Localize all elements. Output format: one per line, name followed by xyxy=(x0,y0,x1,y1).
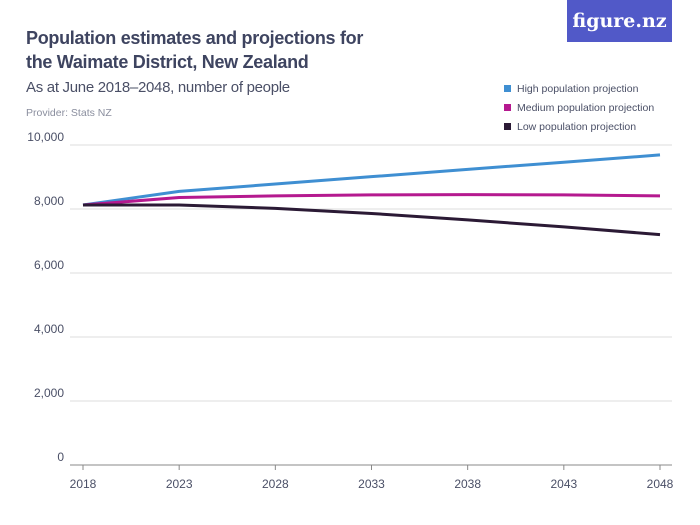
x-tick-label: 2023 xyxy=(166,477,193,491)
legend-item-low: Low population projection xyxy=(504,117,654,136)
legend-swatch xyxy=(504,104,511,111)
chart-title: Population estimates and projections for… xyxy=(26,28,364,72)
legend-label: Medium population projection xyxy=(517,101,655,114)
x-tick-label: 2043 xyxy=(550,477,577,491)
chart-subtitle: As at June 2018–2048, number of people xyxy=(26,79,290,96)
x-tick-label: 2028 xyxy=(262,477,289,491)
series-line-high xyxy=(82,153,661,207)
y-tick-label: 8,000 xyxy=(34,194,64,208)
legend-label: High population projection xyxy=(517,82,639,95)
x-tick-label: 2048 xyxy=(647,477,674,491)
provider-label: Provider: Stats NZ xyxy=(26,107,112,119)
x-tick-label: 2033 xyxy=(358,477,385,491)
legend-item-medium: Medium population projection xyxy=(504,98,654,117)
y-tick-label: 4,000 xyxy=(34,322,64,336)
y-tick-label: 6,000 xyxy=(34,258,64,272)
y-tick-label: 0 xyxy=(57,450,64,464)
series-line-low xyxy=(83,203,661,237)
legend: High population projection Medium popula… xyxy=(504,79,654,136)
legend-swatch xyxy=(504,85,511,92)
y-tick-label: 10,000 xyxy=(27,130,64,144)
x-tick-label: 2018 xyxy=(70,477,97,491)
x-tick-label: 2038 xyxy=(454,477,481,491)
legend-swatch xyxy=(504,123,511,130)
legend-label: Low population projection xyxy=(517,120,637,133)
legend-item-high: High population projection xyxy=(504,79,654,98)
figure-nz-logo[interactable]: figure.nz xyxy=(567,0,672,42)
y-tick-label: 2,000 xyxy=(34,386,64,400)
series-line-medium xyxy=(82,193,661,207)
